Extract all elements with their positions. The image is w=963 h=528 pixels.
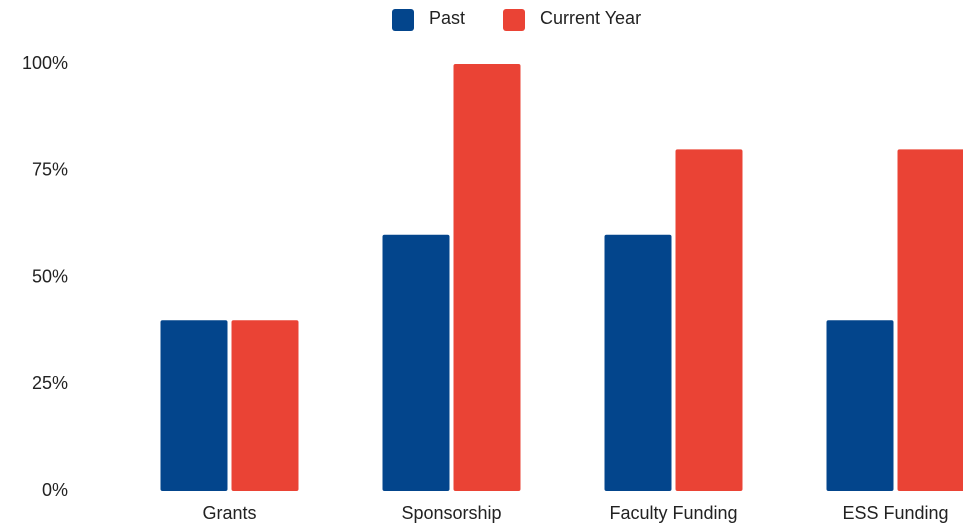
y-tick-label: 100%	[22, 53, 68, 73]
legend-swatch	[503, 9, 525, 31]
y-tick-label: 75%	[32, 160, 68, 180]
bar	[675, 149, 743, 491]
legend-label: Current Year	[540, 8, 641, 28]
bar	[897, 149, 963, 491]
x-tick-label: ESS Funding	[842, 503, 948, 523]
legend-swatch	[392, 9, 414, 31]
bar	[231, 320, 299, 491]
bar	[453, 64, 521, 491]
x-tick-label: Faculty Funding	[609, 503, 737, 523]
x-tick-label: Sponsorship	[401, 503, 501, 523]
bar	[604, 234, 672, 492]
bar	[826, 320, 894, 491]
x-tick-label: Grants	[202, 503, 256, 523]
legend-label: Past	[429, 8, 465, 28]
y-tick-label: 50%	[32, 266, 68, 286]
y-tick-label: 0%	[42, 480, 68, 500]
bar	[382, 234, 450, 492]
bar	[160, 320, 228, 491]
y-tick-label: 25%	[32, 373, 68, 393]
